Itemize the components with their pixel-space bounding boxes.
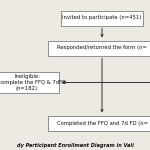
FancyBboxPatch shape <box>48 116 150 130</box>
Text: Ineligible:
not complete the FFQ & 7dFD
(n=182): Ineligible: not complete the FFQ & 7dFD … <box>0 74 66 91</box>
Text: Responded/returned the form (n=: Responded/returned the form (n= <box>57 45 147 51</box>
Text: Invited to participate (n=451): Invited to participate (n=451) <box>62 15 142 21</box>
FancyBboxPatch shape <box>0 72 58 93</box>
Text: Completed the FFQ and 7d FD (n=: Completed the FFQ and 7d FD (n= <box>57 120 147 126</box>
Text: dy Participant Enrollment Diagram in Vali: dy Participant Enrollment Diagram in Val… <box>16 143 134 148</box>
FancyBboxPatch shape <box>48 40 150 56</box>
FancyBboxPatch shape <box>61 11 143 26</box>
